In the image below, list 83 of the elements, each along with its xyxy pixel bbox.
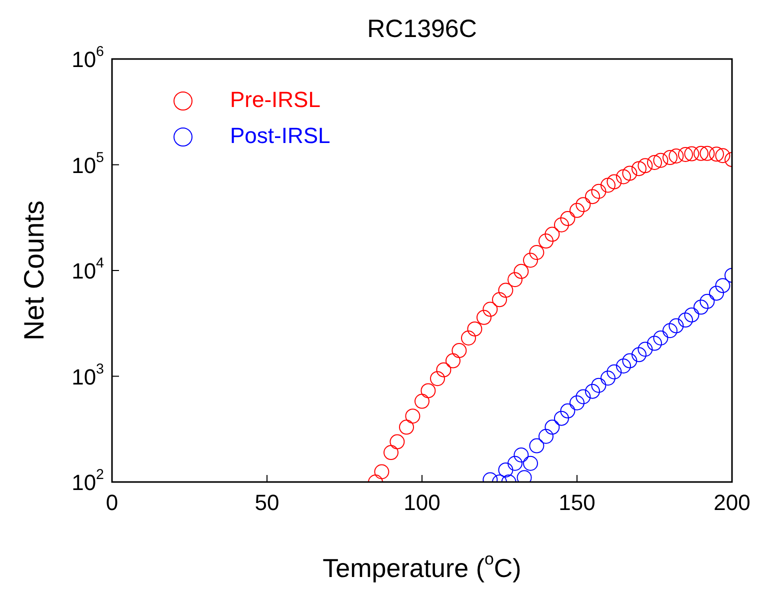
point bbox=[715, 148, 730, 164]
x-tick-label: 100 bbox=[404, 490, 440, 516]
point bbox=[538, 234, 554, 249]
point bbox=[570, 202, 584, 218]
point bbox=[662, 150, 678, 166]
point bbox=[482, 302, 498, 317]
point bbox=[384, 445, 398, 460]
point bbox=[523, 456, 538, 471]
point bbox=[554, 410, 569, 426]
point bbox=[576, 389, 591, 404]
point bbox=[560, 403, 576, 418]
point bbox=[678, 312, 693, 328]
point bbox=[420, 383, 436, 398]
point bbox=[414, 394, 430, 409]
point bbox=[616, 358, 631, 374]
point bbox=[461, 330, 476, 346]
point bbox=[678, 147, 693, 162]
point bbox=[668, 148, 684, 164]
point bbox=[585, 189, 600, 204]
y-axis-title: Net Counts bbox=[18, 200, 50, 341]
point bbox=[694, 300, 708, 315]
point bbox=[576, 197, 591, 212]
x-tick-label: 200 bbox=[714, 490, 750, 516]
point bbox=[600, 370, 616, 386]
point bbox=[492, 292, 507, 308]
point bbox=[405, 408, 420, 424]
point bbox=[668, 318, 684, 334]
point bbox=[591, 378, 606, 393]
point bbox=[374, 464, 390, 480]
point bbox=[684, 307, 700, 322]
point bbox=[514, 448, 529, 463]
point bbox=[591, 184, 606, 199]
point bbox=[638, 342, 653, 357]
point bbox=[585, 384, 600, 399]
point bbox=[523, 252, 538, 268]
point bbox=[399, 420, 414, 435]
point bbox=[544, 226, 560, 242]
point bbox=[476, 310, 492, 325]
point bbox=[554, 217, 569, 232]
point bbox=[600, 178, 616, 193]
point bbox=[446, 353, 460, 368]
point bbox=[498, 462, 514, 478]
point bbox=[709, 146, 724, 162]
point bbox=[653, 152, 668, 168]
point bbox=[632, 161, 646, 176]
point bbox=[684, 146, 700, 162]
point bbox=[390, 434, 405, 450]
point bbox=[709, 286, 724, 301]
x-tick-label: 0 bbox=[106, 490, 118, 516]
point bbox=[700, 146, 715, 161]
point bbox=[647, 155, 662, 170]
point bbox=[514, 264, 529, 279]
point bbox=[606, 364, 622, 380]
point bbox=[647, 336, 662, 351]
point bbox=[622, 166, 638, 181]
point bbox=[694, 146, 708, 161]
point bbox=[653, 330, 668, 346]
point bbox=[538, 428, 554, 444]
point bbox=[616, 169, 631, 184]
point bbox=[430, 371, 445, 386]
point bbox=[560, 211, 576, 226]
point bbox=[508, 272, 522, 288]
point bbox=[498, 282, 514, 298]
legend-label: Pre-IRSL bbox=[230, 87, 320, 112]
point bbox=[436, 362, 452, 378]
point bbox=[638, 158, 653, 174]
point bbox=[606, 174, 622, 190]
point bbox=[622, 353, 638, 368]
point bbox=[700, 294, 715, 309]
point bbox=[452, 343, 467, 358]
point bbox=[632, 347, 646, 362]
x-tick-label: 50 bbox=[254, 490, 280, 516]
chart-title: RC1396C bbox=[367, 14, 477, 43]
point bbox=[508, 456, 522, 471]
legend-label: Post-IRSL bbox=[230, 123, 330, 148]
point bbox=[467, 321, 482, 336]
point bbox=[529, 438, 544, 454]
x-tick-label: 150 bbox=[558, 490, 596, 516]
point bbox=[544, 420, 560, 435]
point bbox=[529, 244, 544, 260]
point bbox=[662, 323, 678, 338]
point bbox=[570, 395, 584, 410]
point bbox=[715, 278, 730, 294]
